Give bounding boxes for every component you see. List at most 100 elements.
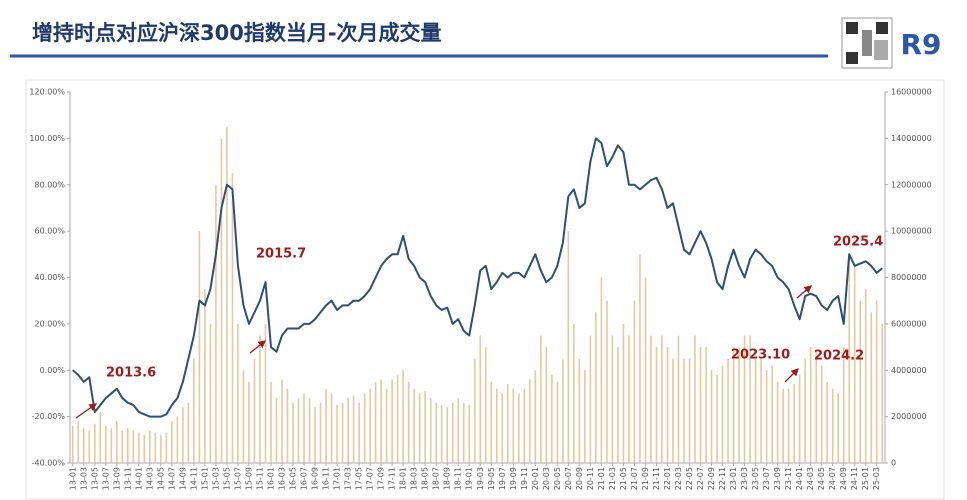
y2-tick-label: 8000000: [891, 273, 927, 282]
bar: [617, 347, 619, 463]
x-tick-label: 24-09: [839, 467, 848, 490]
x-tick-label: 20-03: [542, 467, 551, 490]
bar: [209, 323, 212, 463]
bar: [551, 374, 553, 463]
y-tick-label: 100.00%: [29, 134, 65, 143]
x-tick-label: 16-05: [289, 467, 298, 490]
x-tick-label: 14-05: [156, 467, 165, 490]
bar: [110, 428, 113, 463]
x-tick-label: 23-09: [773, 467, 782, 490]
bar: [787, 388, 790, 463]
y2-tick-label: 0: [891, 459, 896, 468]
bar: [253, 358, 256, 463]
y2-tick-label: 16000000: [891, 88, 932, 97]
bar: [765, 370, 768, 463]
bar: [435, 402, 437, 463]
bar: [380, 379, 382, 463]
bar: [297, 398, 300, 463]
x-tick-label: 14-07: [167, 467, 176, 490]
bar: [198, 231, 201, 463]
bar: [270, 381, 272, 463]
y-tick-label: -20.00%: [32, 412, 66, 421]
bar: [705, 347, 707, 463]
x-tick-label: 17-03: [344, 467, 353, 490]
bar: [853, 265, 856, 463]
line: [72, 137, 883, 418]
bar: [688, 358, 691, 463]
bar: [116, 421, 118, 463]
bar: [484, 347, 487, 463]
bar: [473, 358, 476, 463]
x-tick-label: 17-09: [377, 467, 386, 490]
bar: [468, 405, 471, 463]
y-tick-label: 40.00%: [34, 273, 65, 282]
bar: [809, 347, 812, 463]
annotation: 2015.7: [256, 247, 306, 262]
annotation-arrow: [784, 368, 799, 383]
x-tick-label: 21-09: [641, 467, 650, 490]
bar: [242, 370, 245, 463]
x-tick-label: 14-01: [134, 467, 143, 490]
bar: [545, 347, 548, 463]
chart-title: 增持时点对应沪深300指数当月-次月成交量: [32, 21, 442, 45]
bar: [760, 358, 762, 463]
y2-tick-label: 2000000: [891, 412, 927, 421]
x-tick-label: 18-01: [399, 467, 408, 490]
bar: [606, 300, 608, 463]
bar: [804, 358, 806, 463]
x-tick-label: 19-03: [476, 467, 485, 490]
bar: [363, 393, 366, 463]
bar: [573, 323, 575, 463]
annotation-arrow: [796, 285, 812, 299]
bar: [99, 411, 102, 463]
x-tick-label: 14-11: [189, 467, 198, 490]
bar: [369, 388, 371, 463]
x-tick-label: 17-01: [333, 467, 342, 490]
x-tick-label: 13-03: [79, 467, 88, 490]
bar: [495, 388, 498, 463]
bar: [595, 312, 597, 463]
bar: [881, 323, 884, 463]
x-tick-label: 25-01: [861, 467, 870, 490]
bar: [864, 289, 867, 463]
y2-tick-label: 14000000: [891, 134, 932, 143]
x-tick-label: 16-09: [311, 467, 320, 490]
annotation-arrow: [75, 403, 98, 419]
x-tick-label: 19-09: [509, 467, 518, 490]
x-tick-label: 13-05: [90, 467, 99, 490]
bar: [154, 432, 157, 463]
bar: [429, 398, 432, 463]
bar: [567, 231, 570, 463]
bar: [512, 388, 515, 463]
y-tick-label: -40.00%: [32, 459, 66, 468]
bar: [347, 398, 349, 463]
bar: [462, 402, 465, 463]
x-tick-label: 18-05: [421, 467, 430, 490]
bar: [231, 173, 234, 463]
bar: [677, 335, 680, 463]
x-tick-label: 13-11: [123, 467, 132, 490]
bar: [776, 381, 779, 463]
x-tick-label: 15-03: [211, 467, 220, 490]
bar: [424, 391, 426, 463]
bar: [303, 393, 305, 463]
bar: [842, 347, 845, 463]
bar: [644, 277, 647, 463]
bar: [182, 407, 184, 463]
bar: [859, 300, 862, 463]
x-tick-label: 17-05: [355, 467, 364, 490]
bar: [413, 388, 415, 463]
bar: [754, 358, 757, 463]
bar: [732, 347, 735, 463]
x-tick-label: 19-01: [465, 467, 474, 490]
bar: [683, 358, 685, 463]
y-tick-label: 80.00%: [34, 180, 65, 189]
bar: [738, 347, 740, 463]
y-tick-label: 20.00%: [34, 319, 65, 328]
bar: [336, 405, 338, 463]
bar: [275, 398, 278, 463]
x-tick-label: 24-05: [817, 467, 826, 490]
bar: [121, 430, 124, 463]
